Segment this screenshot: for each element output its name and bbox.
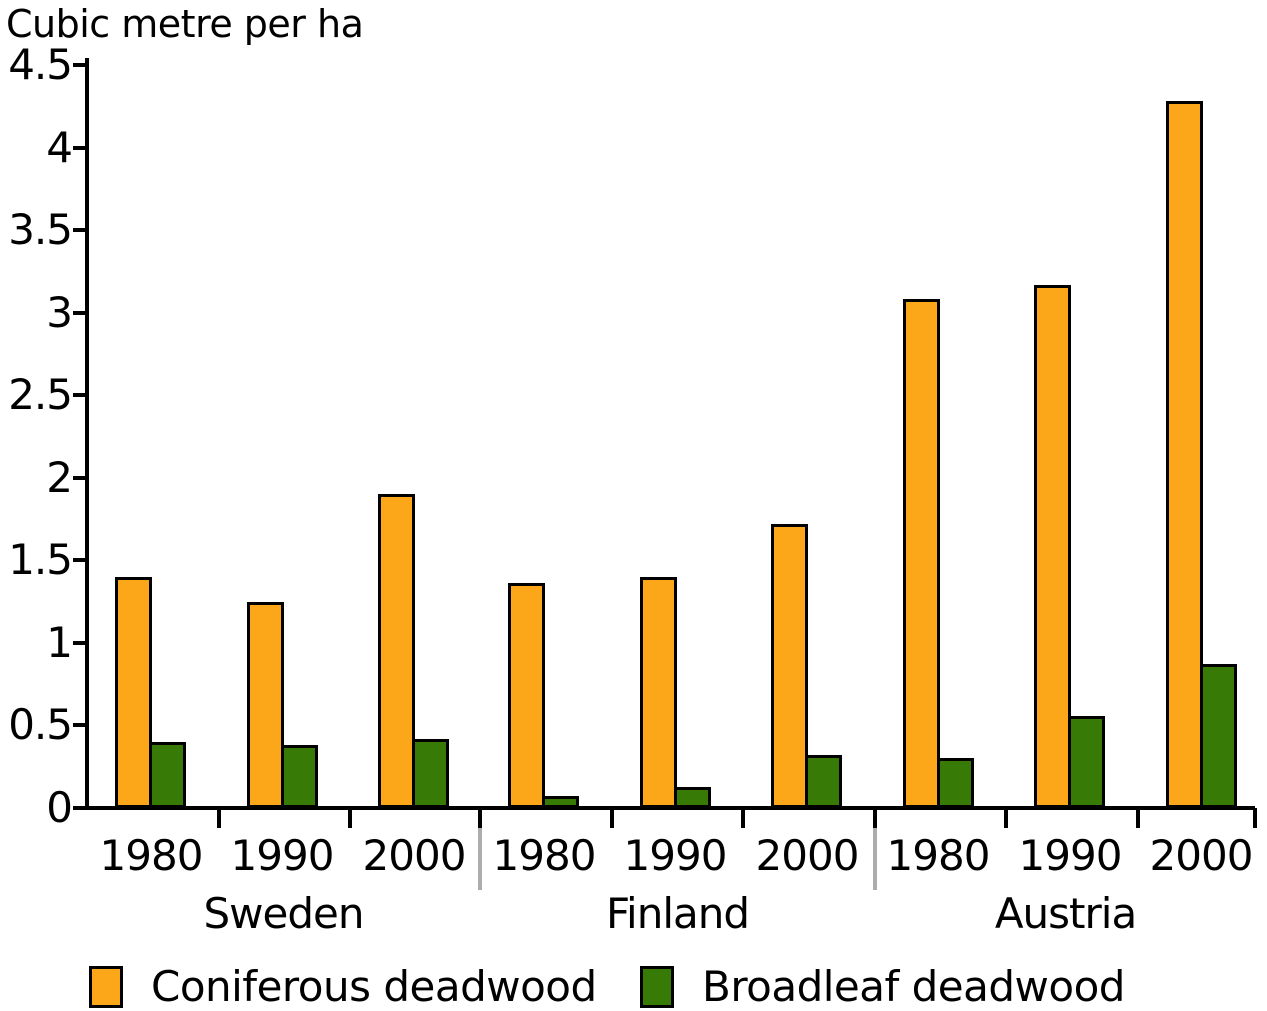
bar-broadleaf-deadwood-sweden-2000 (412, 739, 449, 808)
y-tick (73, 641, 87, 645)
y-tick (73, 558, 87, 562)
y-tick-label: 4.5 (8, 40, 73, 89)
y-tick-label: 3 (46, 288, 73, 337)
x-tick (217, 808, 221, 828)
legend-item-broadleaf-deadwood: Broadleaf deadwood (640, 963, 1125, 1011)
x-tick (741, 808, 745, 828)
y-axis-line (85, 58, 89, 810)
year-label-austria-1980: 1980 (886, 831, 991, 880)
year-label-sweden-1990: 1990 (230, 831, 335, 880)
country-label-finland: Finland (605, 889, 750, 938)
bar-coniferous-deadwood-austria-2000 (1166, 101, 1203, 808)
bar-broadleaf-deadwood-austria-1980 (937, 758, 974, 808)
year-label-sweden-2000: 2000 (362, 831, 467, 880)
y-tick-label: 4 (46, 123, 73, 172)
year-label-austria-2000: 2000 (1149, 831, 1254, 880)
y-tick (73, 146, 87, 150)
legend-label-coniferous-deadwood: Coniferous deadwood (151, 962, 597, 1011)
x-tick (1136, 808, 1140, 828)
legend-swatch-coniferous-deadwood (89, 966, 123, 1008)
country-separator (478, 828, 482, 890)
bar-coniferous-deadwood-sweden-1980 (115, 577, 152, 808)
y-tick (73, 476, 87, 480)
x-tick (348, 808, 352, 828)
y-tick (73, 63, 87, 67)
y-tick (73, 806, 87, 810)
bar-coniferous-deadwood-austria-1990 (1034, 285, 1071, 808)
y-axis-unit-title: Cubic metre per ha (6, 2, 364, 46)
y-tick-label: 1 (46, 618, 73, 667)
y-tick-label: 2 (46, 453, 73, 502)
country-separator (873, 828, 877, 890)
year-label-austria-1990: 1990 (1018, 831, 1123, 880)
x-tick (873, 808, 877, 828)
x-tick (1004, 808, 1008, 828)
bar-broadleaf-deadwood-austria-2000 (1200, 664, 1237, 808)
year-label-sweden-1980: 1980 (99, 831, 204, 880)
y-tick-label: 0.5 (8, 700, 73, 749)
y-tick (73, 393, 87, 397)
bar-coniferous-deadwood-finland-1990 (640, 577, 677, 808)
year-label-finland-1990: 1990 (623, 831, 728, 880)
bar-broadleaf-deadwood-finland-1990 (674, 787, 711, 808)
y-tick (73, 311, 87, 315)
y-tick-label: 1.5 (8, 535, 73, 584)
x-tick (1253, 808, 1257, 828)
legend-label-broadleaf-deadwood: Broadleaf deadwood (702, 962, 1125, 1011)
bar-coniferous-deadwood-finland-1980 (508, 583, 545, 808)
x-tick (478, 808, 482, 828)
year-label-finland-2000: 2000 (755, 831, 860, 880)
bar-broadleaf-deadwood-finland-2000 (805, 755, 842, 808)
legend-item-coniferous-deadwood: Coniferous deadwood (89, 963, 597, 1011)
y-tick (73, 228, 87, 232)
bar-coniferous-deadwood-austria-1980 (903, 299, 940, 808)
bar-broadleaf-deadwood-sweden-1980 (149, 742, 186, 808)
year-label-finland-1980: 1980 (492, 831, 597, 880)
x-axis-line (85, 806, 1255, 810)
bar-coniferous-deadwood-finland-2000 (771, 524, 808, 808)
bar-broadleaf-deadwood-austria-1990 (1068, 716, 1105, 808)
bar-coniferous-deadwood-sweden-2000 (378, 494, 415, 808)
y-tick-label: 0 (46, 783, 73, 832)
y-tick-label: 3.5 (8, 205, 73, 254)
bar-coniferous-deadwood-sweden-1990 (247, 602, 284, 808)
y-tick-label: 2.5 (8, 370, 73, 419)
country-label-austria: Austria (994, 889, 1137, 938)
x-tick (610, 808, 614, 828)
bar-broadleaf-deadwood-finland-1980 (542, 796, 579, 808)
y-tick (73, 723, 87, 727)
country-label-sweden: Sweden (203, 889, 365, 938)
bar-broadleaf-deadwood-sweden-1990 (281, 745, 318, 808)
legend-swatch-broadleaf-deadwood (640, 966, 674, 1008)
